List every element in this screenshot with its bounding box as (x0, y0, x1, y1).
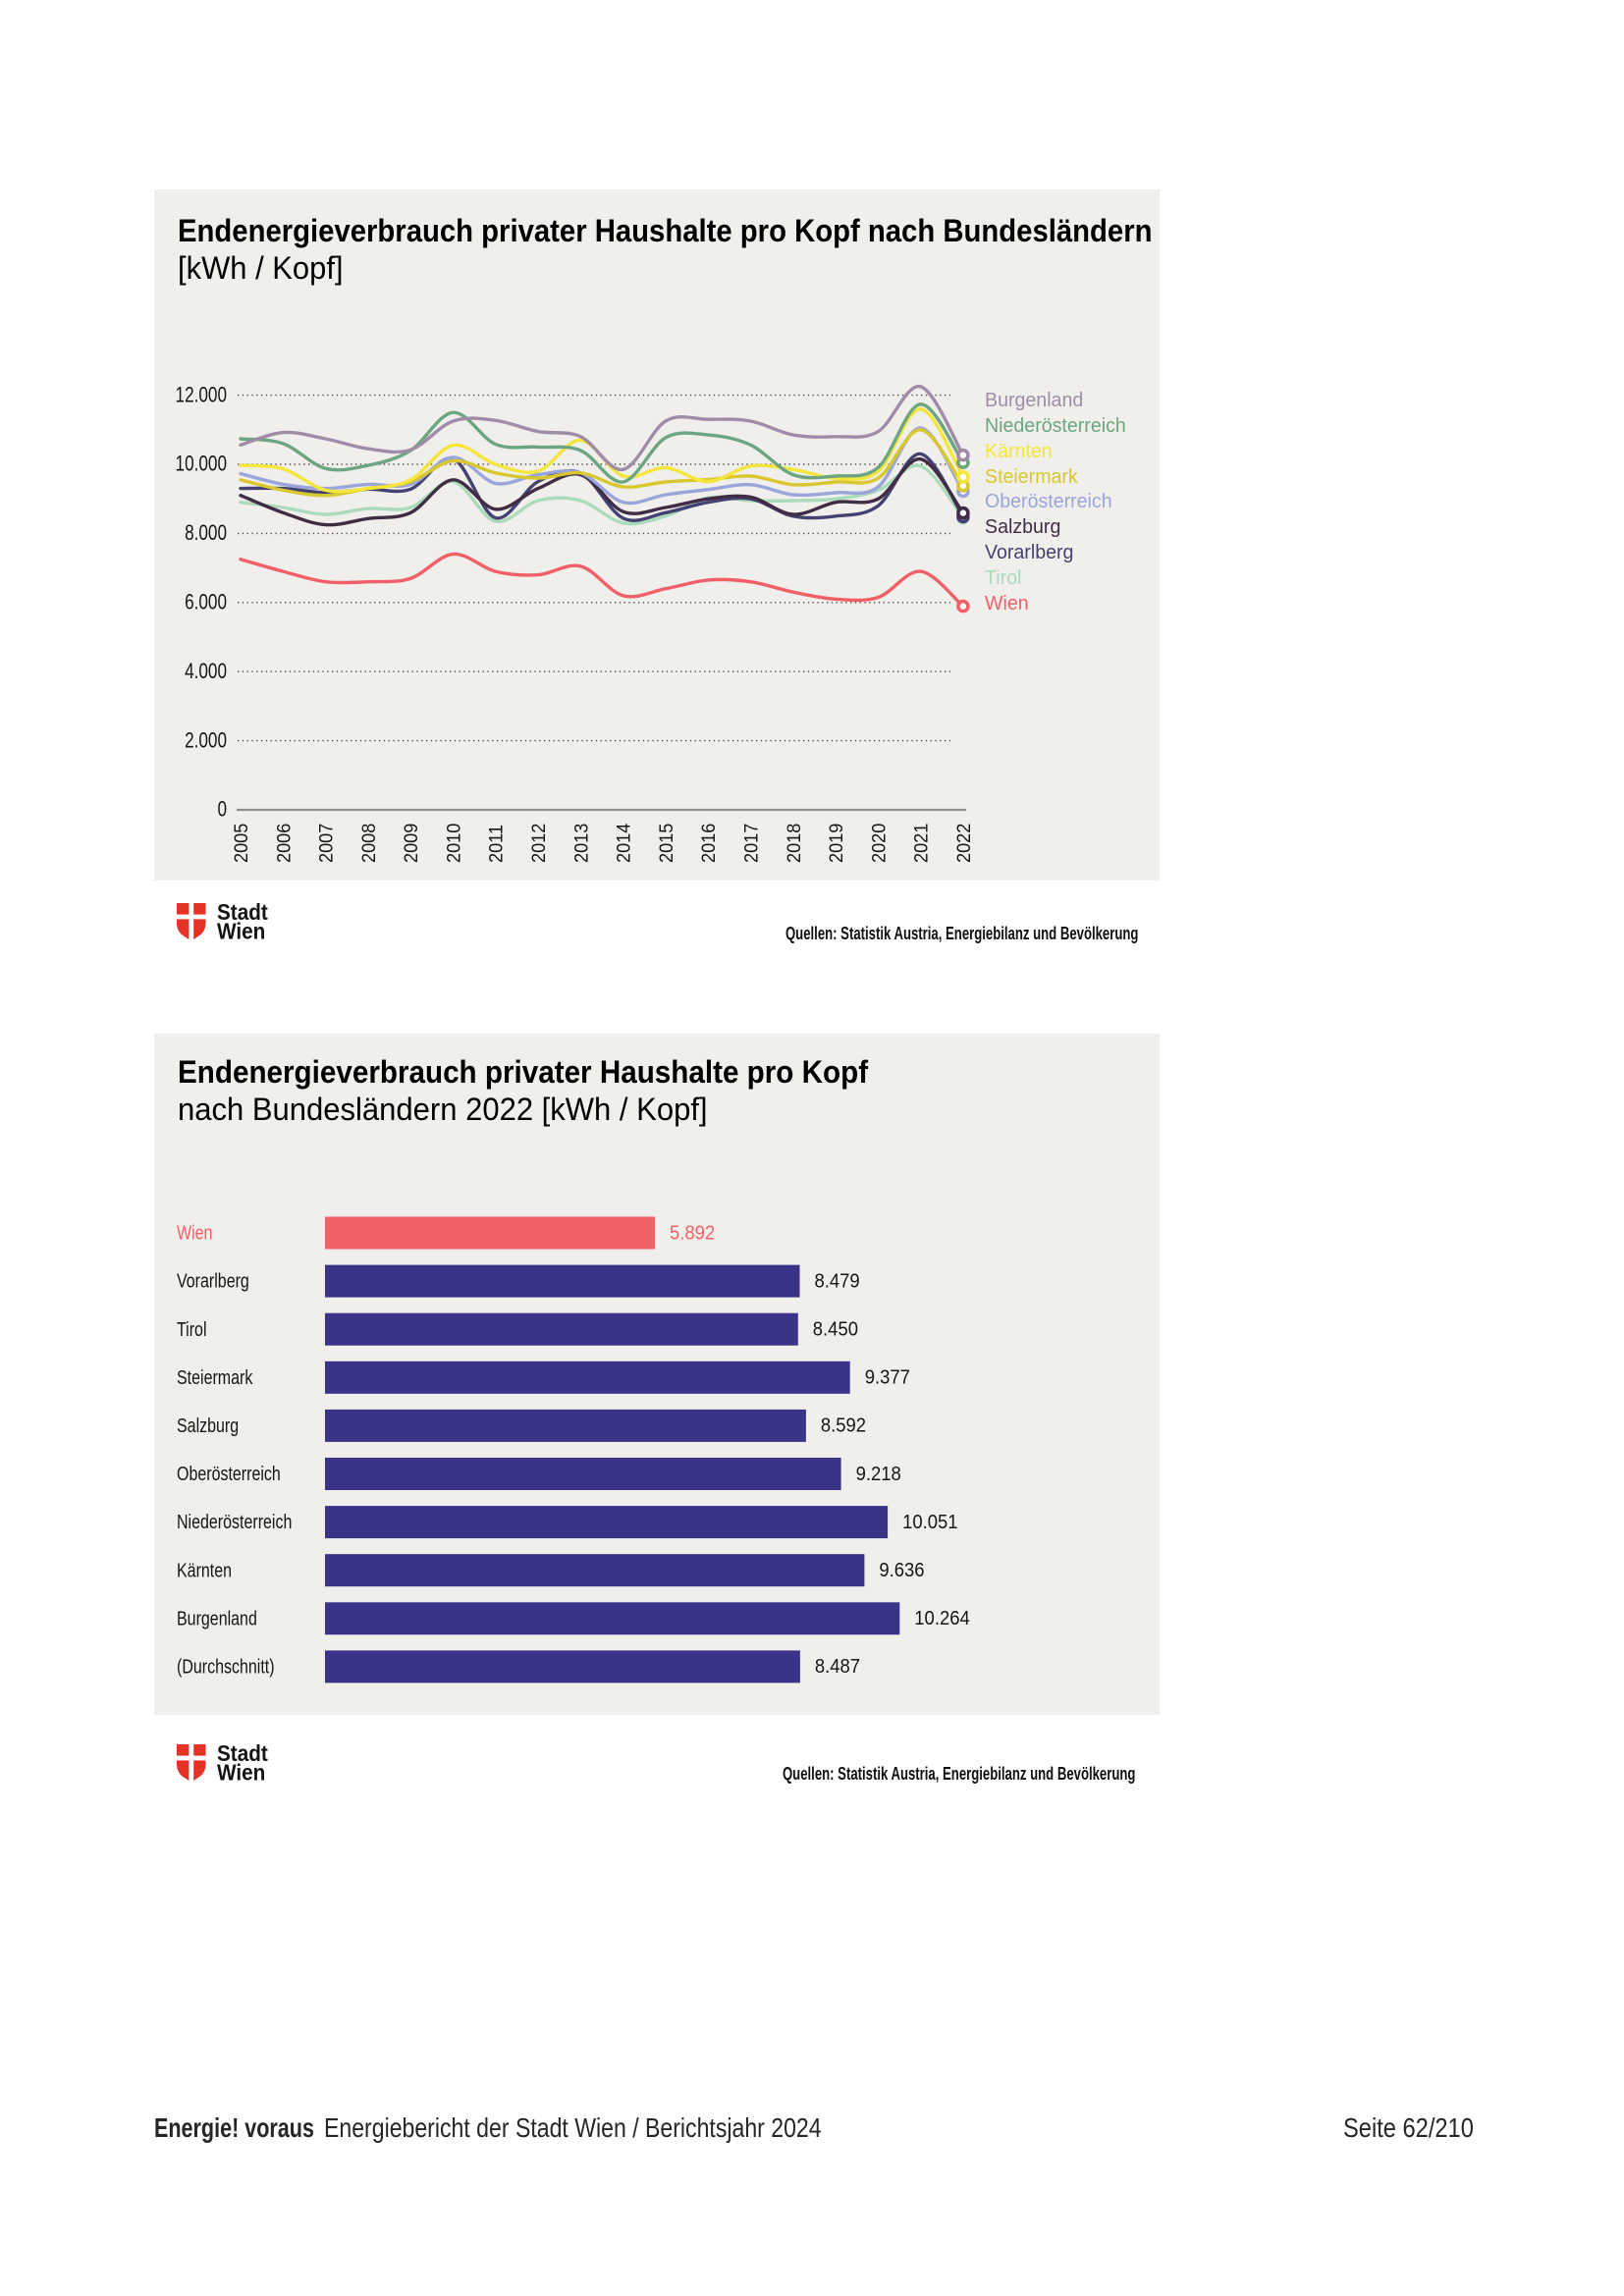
svg-text:2016: 2016 (698, 824, 720, 863)
svg-text:Tirol: Tirol (177, 1318, 207, 1340)
svg-text:Salzburg: Salzburg (177, 1415, 239, 1436)
svg-text:(Durchschnitt): (Durchschnitt) (177, 1656, 275, 1678)
svg-text:Vorarlberg: Vorarlberg (985, 542, 1073, 563)
svg-text:2013: 2013 (570, 824, 592, 863)
svg-text:Steiermark: Steiermark (177, 1366, 253, 1388)
svg-text:Vorarlberg: Vorarlberg (177, 1270, 249, 1292)
svg-text:2019: 2019 (825, 824, 846, 863)
svg-text:Salzburg: Salzburg (985, 516, 1060, 538)
svg-text:Oberösterreich: Oberösterreich (177, 1463, 281, 1484)
svg-text:2.000: 2.000 (185, 728, 227, 753)
svg-text:Wien: Wien (217, 1759, 265, 1785)
svg-text:10.051: 10.051 (902, 1511, 957, 1533)
svg-text:8.450: 8.450 (813, 1318, 858, 1341)
svg-text:8.592: 8.592 (821, 1415, 866, 1437)
svg-text:2009: 2009 (401, 824, 422, 863)
svg-text:2020: 2020 (868, 824, 890, 863)
svg-text:2012: 2012 (527, 824, 549, 863)
svg-text:2014: 2014 (613, 824, 634, 863)
svg-text:2021: 2021 (910, 824, 932, 863)
svg-text:2010: 2010 (443, 824, 464, 863)
svg-text:Burgenland: Burgenland (177, 1608, 257, 1629)
svg-text:2008: 2008 (357, 824, 379, 863)
svg-text:Stadt: Stadt (217, 901, 268, 925)
svg-text:8.479: 8.479 (815, 1270, 860, 1293)
svg-text:12.000: 12.000 (176, 383, 227, 407)
svg-text:2011: 2011 (485, 825, 507, 863)
svg-text:Niederösterreich: Niederösterreich (177, 1512, 292, 1533)
svg-text:8.000: 8.000 (185, 521, 227, 546)
svg-text:9.218: 9.218 (856, 1463, 901, 1485)
svg-text:10.000: 10.000 (176, 453, 227, 477)
svg-text:5.892: 5.892 (670, 1221, 715, 1244)
svg-text:2007: 2007 (315, 824, 337, 863)
svg-text:2005: 2005 (230, 824, 251, 863)
svg-text:Kärnten: Kärnten (177, 1560, 232, 1581)
svg-text:2022: 2022 (952, 824, 974, 863)
svg-text:10.264: 10.264 (914, 1607, 970, 1629)
svg-text:Tirol: Tirol (985, 567, 1021, 589)
svg-text:Wien: Wien (985, 593, 1029, 614)
svg-text:Steiermark: Steiermark (985, 466, 1078, 488)
svg-text:2006: 2006 (273, 824, 295, 863)
svg-text:Wien: Wien (177, 1222, 212, 1244)
svg-text:9.377: 9.377 (865, 1366, 910, 1389)
svg-text:6.000: 6.000 (185, 591, 227, 615)
svg-text:Burgenland: Burgenland (985, 390, 1083, 411)
svg-text:2018: 2018 (783, 824, 804, 863)
svg-text:4.000: 4.000 (185, 660, 227, 684)
svg-text:Wien: Wien (217, 918, 265, 943)
svg-text:Kärnten: Kärnten (985, 441, 1053, 462)
svg-text:Oberösterreich: Oberösterreich (985, 491, 1112, 512)
svg-text:2017: 2017 (740, 824, 762, 863)
svg-text:Stadt: Stadt (217, 1742, 268, 1766)
svg-text:9.636: 9.636 (879, 1559, 924, 1581)
svg-text:2015: 2015 (655, 824, 677, 863)
svg-text:0: 0 (217, 798, 227, 823)
svg-text:8.487: 8.487 (815, 1655, 860, 1678)
svg-text:Niederösterreich: Niederösterreich (985, 415, 1126, 437)
